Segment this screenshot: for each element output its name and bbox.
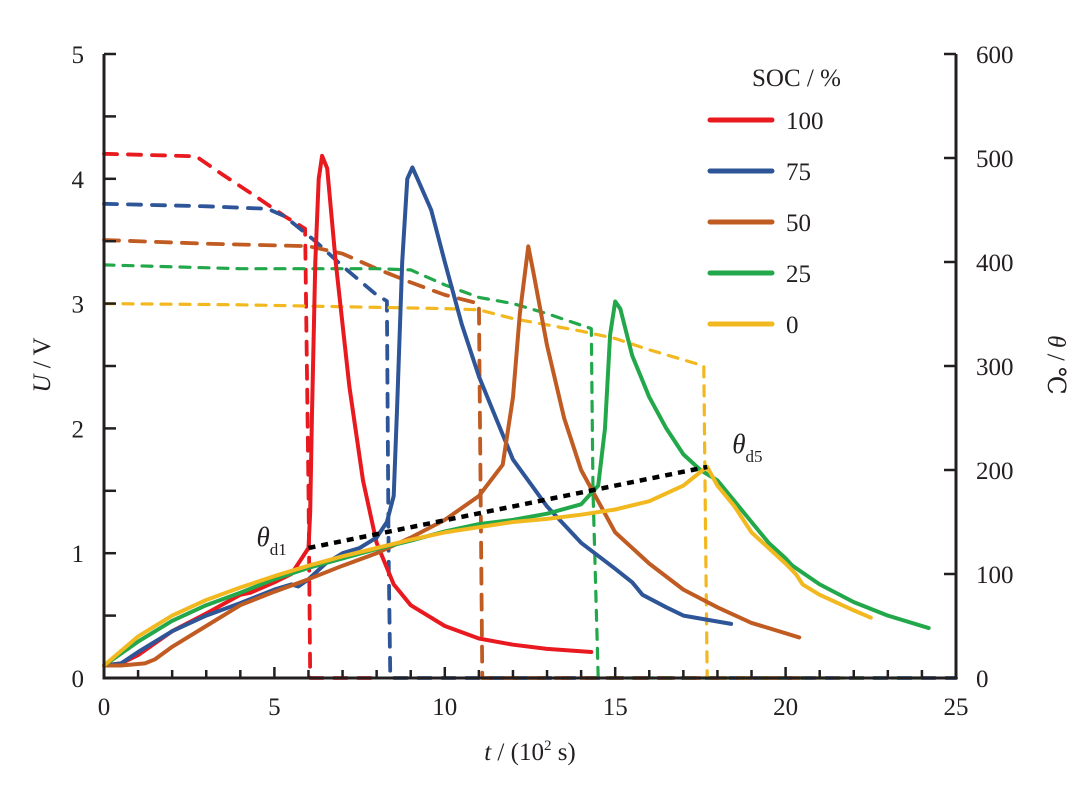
temperature-line-soc-0 xyxy=(102,464,873,668)
voltage-line-soc-0 xyxy=(102,302,873,680)
onset-line-group xyxy=(308,464,708,551)
y-left-tick-label: 4 xyxy=(72,167,85,194)
legend-title: SOC / % xyxy=(752,65,841,92)
y-right-tick-label: 100 xyxy=(976,562,1014,589)
y-left-tick-label: 1 xyxy=(72,541,85,568)
y-left-tick-label: 3 xyxy=(72,292,85,319)
legend-label: 100 xyxy=(786,108,824,135)
y-left-tick-label: 5 xyxy=(72,42,85,69)
annotations: θd1 θd5 xyxy=(256,429,762,559)
voltage-curves xyxy=(102,151,958,680)
y-left-tick-label: 2 xyxy=(72,416,85,443)
temperature-curves xyxy=(102,153,931,668)
x-tick-label: 0 xyxy=(98,694,111,721)
y-axis-right-title: θ / ℃ xyxy=(1042,335,1069,395)
legend-label: 0 xyxy=(786,312,799,339)
x-tick-label: 15 xyxy=(603,694,628,721)
y-right-tick-label: 300 xyxy=(976,354,1014,381)
y-right-tick-label: 600 xyxy=(976,42,1014,69)
voltage-line-soc-50 xyxy=(102,238,802,680)
y-axis-left-title: U / V xyxy=(29,337,56,392)
legend-item-soc-0: 0 xyxy=(707,312,799,339)
annotation-theta-d1: θd1 xyxy=(256,522,286,559)
y-right-tick-label: 0 xyxy=(976,666,989,693)
temperature-line-soc-25 xyxy=(102,299,931,668)
x-tick-label: 10 xyxy=(432,694,457,721)
legend-item-soc-75: 75 xyxy=(707,159,811,186)
axes xyxy=(102,52,958,680)
legend-label: 50 xyxy=(786,210,811,237)
y-right-tick-label: 400 xyxy=(976,250,1014,277)
x-axis-title: t / (102 s) xyxy=(484,738,576,766)
y-right-tick-label: 200 xyxy=(976,458,1014,485)
voltage-line-soc-25 xyxy=(102,263,931,680)
y-left-tick-label: 0 xyxy=(72,666,85,693)
voltage-line-soc-75 xyxy=(102,201,958,680)
x-tick-label: 20 xyxy=(773,694,798,721)
temperature-line-soc-50 xyxy=(102,244,802,668)
x-tick-label: 5 xyxy=(268,694,281,721)
legend-item-soc-100: 100 xyxy=(707,108,824,135)
legend-label: 25 xyxy=(786,261,811,288)
legend-item-soc-50: 50 xyxy=(707,210,811,237)
annotation-theta-d5: θd5 xyxy=(732,429,762,466)
x-tick-label: 25 xyxy=(944,694,969,721)
legend-item-soc-25: 25 xyxy=(707,261,811,288)
voltage-line-soc-100 xyxy=(102,151,379,680)
legend: SOC / % 100 75 50 25 0 xyxy=(707,65,841,339)
temperature-line-soc-100 xyxy=(102,153,594,668)
onset-temperature-line xyxy=(308,464,708,551)
y-right-tick-label: 500 xyxy=(976,146,1014,173)
legend-label: 75 xyxy=(786,159,811,186)
